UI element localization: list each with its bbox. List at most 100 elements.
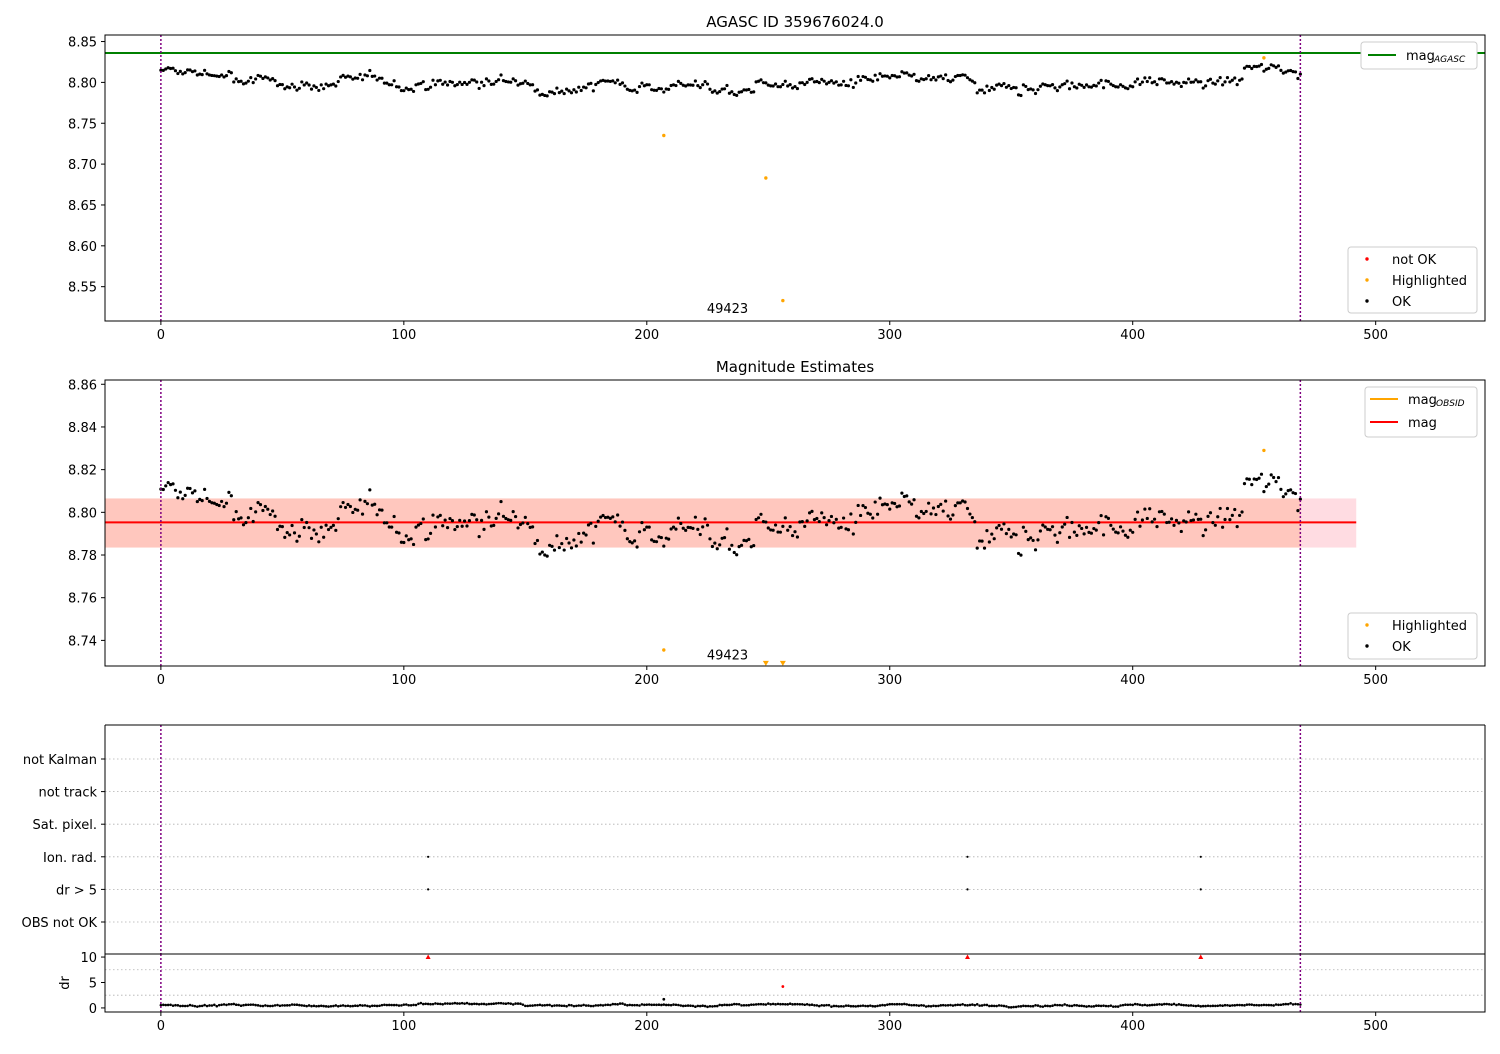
dr-point xyxy=(1172,1002,1176,1006)
ok-point xyxy=(477,534,481,539)
ok-point xyxy=(1291,70,1295,74)
ok-point xyxy=(188,68,192,72)
ok-point xyxy=(203,68,207,72)
dr-point xyxy=(220,1003,223,1007)
dr-point xyxy=(895,1002,899,1006)
ok-point xyxy=(871,516,875,520)
dr-point xyxy=(1092,1005,1096,1008)
dr-point xyxy=(1039,1005,1042,1008)
ok-point xyxy=(1259,62,1264,67)
ok-point xyxy=(652,539,656,543)
ok-point xyxy=(1216,515,1220,519)
y-tick-label: 8.75 xyxy=(68,117,97,132)
dr-point xyxy=(1080,1004,1083,1008)
dr-point xyxy=(1279,1003,1283,1007)
dr-point xyxy=(698,1004,702,1008)
ok-point xyxy=(428,85,433,89)
ok-point xyxy=(535,88,540,92)
ok-point xyxy=(868,78,872,82)
dr-point xyxy=(788,1002,792,1006)
dr-point xyxy=(732,1002,736,1006)
ok-point xyxy=(924,77,928,81)
dr-point xyxy=(465,1001,469,1005)
ok-point xyxy=(453,527,457,532)
ok-point xyxy=(567,541,571,545)
dr-point xyxy=(706,1005,709,1009)
ok-point xyxy=(732,550,736,555)
ok-point xyxy=(1033,91,1038,96)
dr-point xyxy=(290,1003,294,1006)
ok-point xyxy=(912,72,916,76)
ok-point xyxy=(1014,86,1018,90)
ok-point xyxy=(939,502,943,506)
ok-point xyxy=(1123,86,1128,90)
ok-point xyxy=(773,523,778,527)
ok-point xyxy=(793,84,797,89)
ok-point xyxy=(1060,83,1064,87)
dr-point xyxy=(1214,1004,1217,1008)
ok-point xyxy=(961,73,965,77)
x-tick-label: 100 xyxy=(391,1019,416,1034)
ok-point xyxy=(946,78,950,83)
dr-point-not-ok xyxy=(781,985,785,988)
dr-point xyxy=(949,1003,952,1007)
ok-point xyxy=(1289,488,1293,492)
ok-point xyxy=(905,494,909,498)
ok-point xyxy=(266,76,270,80)
ok-point xyxy=(186,68,190,72)
ok-point xyxy=(1160,509,1164,514)
dr-point xyxy=(407,1003,410,1007)
dr-point xyxy=(813,1003,816,1007)
dr-point xyxy=(997,1004,1001,1007)
dr-point xyxy=(273,1004,277,1007)
ok-point xyxy=(635,90,639,94)
ok-point xyxy=(241,82,246,86)
ok-point xyxy=(1162,78,1166,82)
ok-point xyxy=(978,539,982,543)
dr-point xyxy=(356,1004,359,1008)
ok-point xyxy=(343,75,348,79)
ok-point xyxy=(484,510,489,514)
dr-point xyxy=(587,1004,590,1007)
dr-point xyxy=(1116,1005,1120,1008)
ok-point xyxy=(1225,76,1230,80)
ok-point xyxy=(623,528,627,533)
ok-point xyxy=(1167,81,1171,85)
ok-point xyxy=(416,82,421,86)
ok-point xyxy=(1276,64,1281,68)
dr-point xyxy=(1056,1003,1059,1007)
ok-point xyxy=(866,511,870,515)
dr-point xyxy=(1170,1003,1173,1006)
ok-point xyxy=(540,92,544,96)
ok-point xyxy=(1114,85,1118,89)
ok-point xyxy=(781,82,785,87)
ok-point xyxy=(258,74,263,78)
ok-point xyxy=(783,79,787,83)
highlighted-point xyxy=(1262,448,1266,453)
dr-point xyxy=(596,1004,600,1007)
ok-point xyxy=(589,521,593,525)
dr-point xyxy=(664,1003,668,1007)
ok-point xyxy=(1177,521,1181,525)
dr-point xyxy=(1077,1004,1081,1008)
ok-point xyxy=(722,536,727,540)
ok-point xyxy=(375,513,379,517)
dr-point xyxy=(941,1003,945,1007)
ok-point xyxy=(1009,535,1013,539)
dr-point xyxy=(514,1002,517,1005)
dr-point xyxy=(1119,1004,1122,1007)
dr-point xyxy=(796,1002,799,1006)
ok-point xyxy=(618,524,622,528)
ok-point xyxy=(900,491,904,495)
dr-point xyxy=(380,1003,384,1007)
ok-point xyxy=(1264,67,1268,71)
ok-point xyxy=(773,82,778,86)
ok-point xyxy=(1250,66,1254,71)
ok-point xyxy=(637,84,642,89)
dr-point xyxy=(745,1003,748,1007)
flag-point xyxy=(1199,888,1202,891)
ok-point xyxy=(608,79,612,84)
ok-point xyxy=(718,89,722,94)
